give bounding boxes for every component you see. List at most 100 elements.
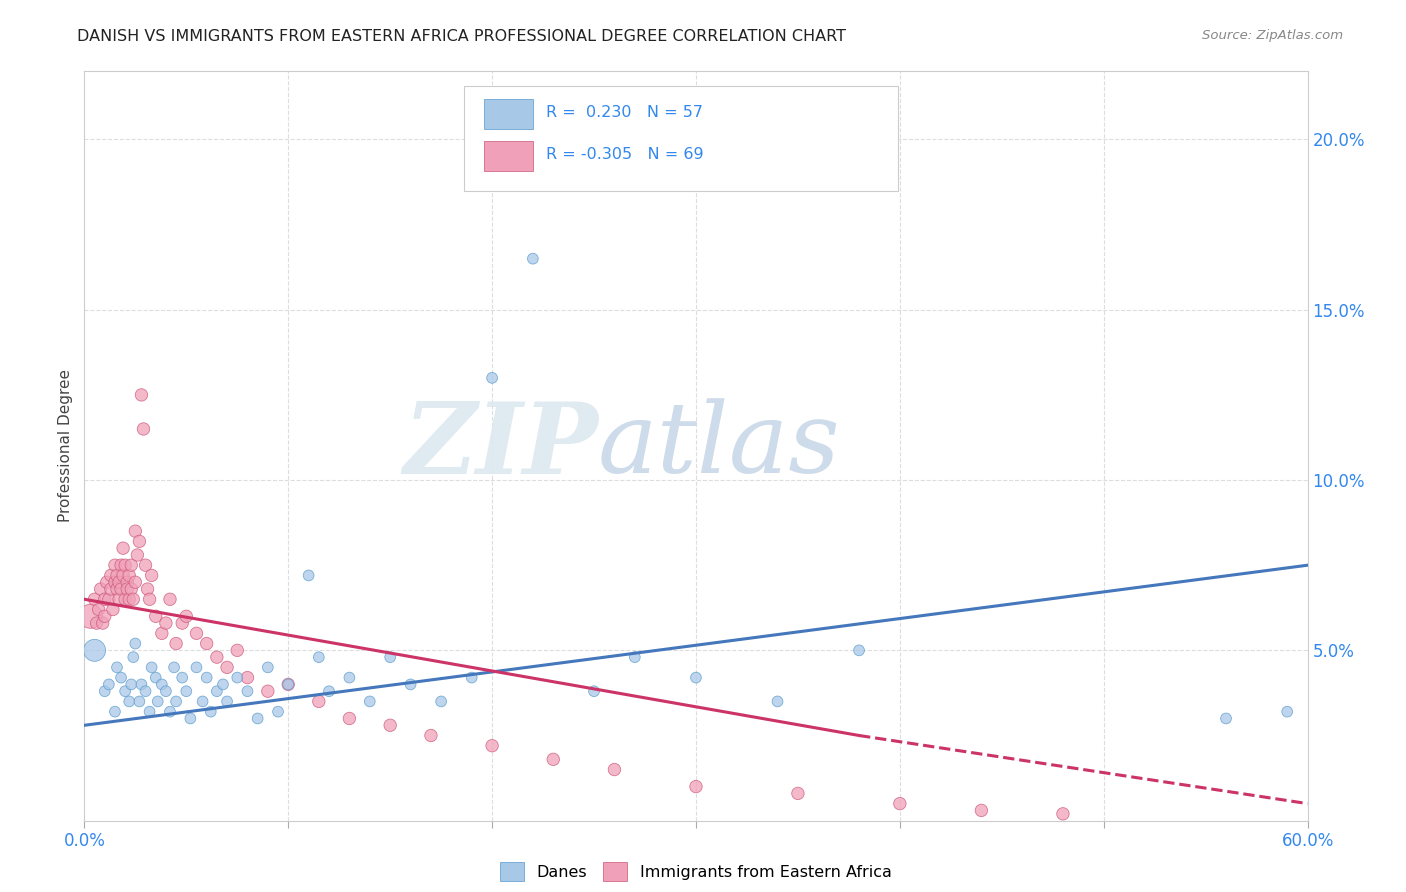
Point	[122, 650, 145, 665]
Point	[135, 558, 157, 573]
Point	[105, 568, 128, 582]
Point	[380, 718, 402, 732]
Point	[212, 677, 235, 691]
Point	[226, 671, 249, 685]
Point	[131, 677, 153, 691]
FancyBboxPatch shape	[484, 99, 533, 129]
Point	[150, 626, 173, 640]
Point	[93, 592, 115, 607]
Point	[150, 677, 173, 691]
Point	[359, 694, 381, 708]
Point	[172, 616, 194, 631]
Point	[79, 609, 101, 624]
Point	[186, 626, 208, 640]
Point	[236, 671, 259, 685]
Point	[110, 558, 132, 573]
Point	[83, 592, 105, 607]
Point	[236, 684, 259, 698]
Point	[96, 575, 118, 590]
Point	[120, 582, 142, 596]
Point	[308, 650, 330, 665]
Point	[138, 705, 160, 719]
Point	[141, 660, 163, 674]
Point	[115, 575, 138, 590]
Point	[174, 609, 197, 624]
Point	[380, 650, 402, 665]
Point	[430, 694, 453, 708]
Text: ZIP: ZIP	[404, 398, 598, 494]
Point	[159, 705, 181, 719]
Point	[298, 568, 321, 582]
Y-axis label: Professional Degree: Professional Degree	[58, 369, 73, 523]
Point	[138, 592, 160, 607]
Point	[108, 575, 131, 590]
Point	[135, 684, 157, 698]
Point	[195, 671, 218, 685]
Point	[685, 671, 707, 685]
Point	[583, 684, 606, 698]
Point	[120, 558, 142, 573]
Point	[543, 752, 565, 766]
Point	[603, 763, 626, 777]
Point	[522, 252, 544, 266]
FancyBboxPatch shape	[464, 87, 898, 191]
Text: atlas: atlas	[598, 399, 841, 493]
Point	[110, 671, 132, 685]
Point	[205, 650, 228, 665]
Point	[104, 705, 127, 719]
Point	[165, 636, 187, 650]
Point	[172, 671, 194, 685]
Point	[318, 684, 340, 698]
Point	[115, 582, 138, 596]
Point	[155, 684, 177, 698]
Point	[124, 575, 146, 590]
Point	[174, 684, 197, 698]
Point	[118, 592, 141, 607]
Point	[105, 582, 128, 596]
Point	[186, 660, 208, 674]
Point	[277, 677, 299, 691]
Point	[127, 548, 149, 562]
Point	[159, 592, 181, 607]
Point	[624, 650, 647, 665]
Point	[100, 582, 122, 596]
Point	[132, 422, 155, 436]
Point	[200, 705, 222, 719]
Point	[246, 711, 269, 725]
Point	[195, 636, 218, 650]
Point	[131, 388, 153, 402]
Point	[104, 575, 127, 590]
Point	[122, 592, 145, 607]
Point	[93, 684, 115, 698]
Text: Source: ZipAtlas.com: Source: ZipAtlas.com	[1202, 29, 1343, 42]
Point	[1277, 705, 1299, 719]
Point	[163, 660, 186, 674]
Point	[101, 602, 124, 616]
Point	[90, 582, 112, 596]
Point	[128, 694, 150, 708]
Point	[104, 558, 127, 573]
Point	[87, 602, 110, 616]
Point	[105, 660, 128, 674]
Point	[136, 582, 159, 596]
Point	[226, 643, 249, 657]
Point	[118, 568, 141, 582]
Point	[112, 541, 135, 556]
Point	[339, 711, 361, 725]
Point	[120, 677, 142, 691]
Point	[146, 694, 169, 708]
Point	[205, 684, 228, 698]
Point	[124, 524, 146, 538]
Point	[83, 643, 105, 657]
Point	[848, 643, 870, 657]
Text: R = -0.305   N = 69: R = -0.305 N = 69	[546, 147, 703, 162]
Point	[217, 660, 239, 674]
Point	[970, 804, 993, 818]
Text: R =  0.230   N = 57: R = 0.230 N = 57	[546, 105, 703, 120]
Point	[145, 609, 167, 624]
Point	[787, 786, 810, 800]
Point	[128, 534, 150, 549]
Point	[339, 671, 361, 685]
Point	[277, 677, 299, 691]
Point	[191, 694, 214, 708]
